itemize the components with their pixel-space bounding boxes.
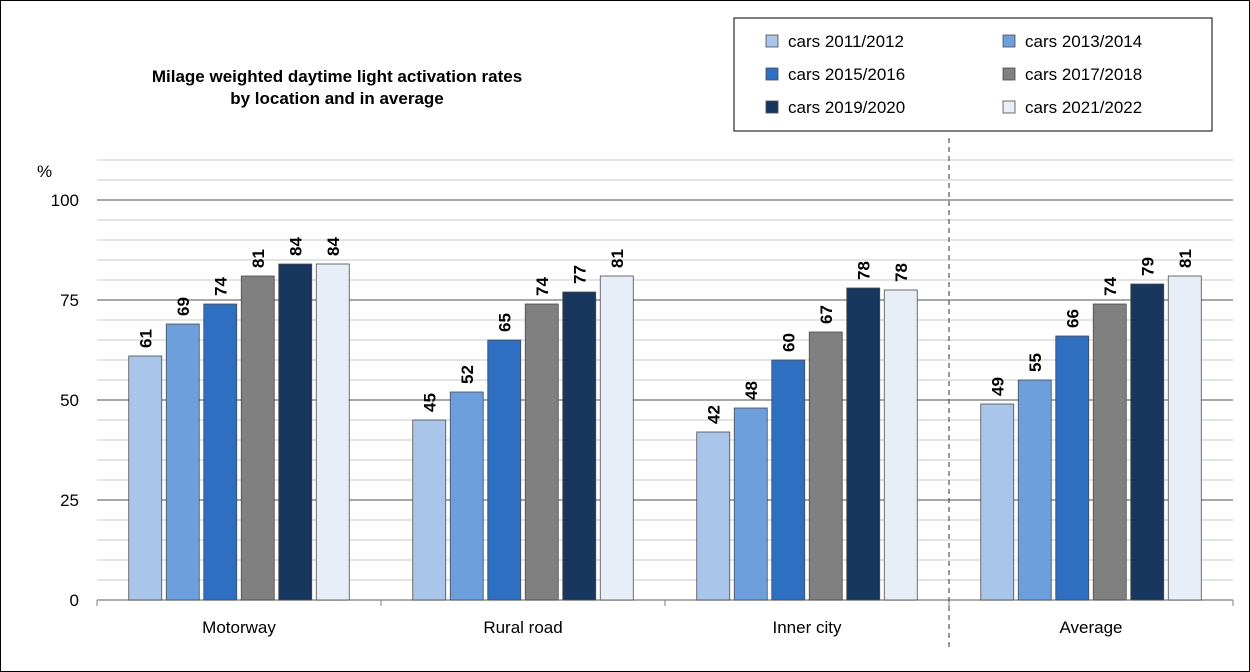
- data-label: 74: [1101, 277, 1120, 296]
- data-label: 74: [211, 277, 230, 296]
- chart-title-line-2: by location and in average: [230, 89, 444, 108]
- legend-box: [733, 17, 1213, 132]
- legend-label: cars 2021/2022: [1025, 98, 1142, 117]
- bar: [846, 287, 881, 601]
- bar: [315, 263, 350, 601]
- y-tick-label: 0: [70, 591, 79, 610]
- bar: [1055, 335, 1090, 601]
- category-label: Average: [1059, 618, 1122, 637]
- data-labels: 61 45 42 49 69 52 48 55 74 65 60 66 81 74 67 74 84 77 78 79…: [136, 237, 1195, 424]
- legend-swatch: [1002, 67, 1016, 81]
- data-label: 66: [1063, 309, 1082, 328]
- data-label: 60: [779, 333, 798, 352]
- bar: [1167, 275, 1202, 601]
- category-label: Motorway: [202, 618, 276, 637]
- y-tick-label: 50: [60, 391, 79, 410]
- bar: [240, 275, 275, 601]
- data-label: 52: [458, 365, 477, 384]
- data-label: 84: [286, 237, 305, 256]
- legend-swatch: [1002, 100, 1016, 114]
- legend-label: cars 2015/2016: [788, 65, 905, 84]
- bar: [524, 303, 559, 601]
- data-label: 74: [533, 277, 552, 296]
- bar: [1017, 379, 1052, 601]
- axes: 0 25 50 75 100 Motorway Rural road Inner city Av…: [51, 138, 1234, 651]
- bar: [128, 355, 163, 601]
- data-label: 55: [1026, 353, 1045, 372]
- bar: [203, 303, 238, 601]
- data-label: 48: [742, 381, 761, 400]
- bar: [980, 403, 1015, 601]
- data-label: 77: [570, 265, 589, 284]
- chart-title-line-1: Milage weighted daytime light activation…: [152, 67, 522, 86]
- category-label: Inner city: [773, 618, 842, 637]
- bar: [449, 391, 484, 601]
- bar: [599, 275, 634, 601]
- legend: cars 2011/2012 cars 2013/2014 cars 2015/20…: [733, 17, 1213, 132]
- bar: [733, 407, 768, 601]
- chart-title: Milage weighted daytime light activation…: [152, 67, 522, 108]
- data-label: 84: [324, 237, 343, 256]
- legend-swatch: [1002, 34, 1016, 48]
- legend-label: cars 2017/2018: [1025, 65, 1142, 84]
- legend-label: cars 2019/2020: [788, 98, 905, 117]
- data-label: 65: [495, 313, 514, 332]
- data-label: 78: [854, 261, 873, 280]
- bar: [1130, 283, 1165, 601]
- bar: [1092, 303, 1127, 601]
- legend-swatch: [765, 67, 779, 81]
- bar: [487, 339, 522, 601]
- data-label: 81: [249, 249, 268, 268]
- data-label: 42: [704, 405, 723, 424]
- data-label: 78: [892, 263, 911, 282]
- data-label: 81: [1176, 249, 1195, 268]
- bar: [165, 323, 200, 601]
- bar: [278, 263, 313, 601]
- data-label: 61: [136, 329, 155, 348]
- legend-swatch: [765, 34, 779, 48]
- legend-label: cars 2011/2012: [788, 32, 904, 51]
- data-label: 79: [1138, 257, 1157, 276]
- bar: [412, 419, 447, 601]
- data-label: 81: [608, 249, 627, 268]
- data-label: 67: [817, 305, 836, 324]
- category-label: Rural road: [483, 618, 562, 637]
- bar: [883, 289, 918, 601]
- bar: [696, 431, 731, 601]
- bars: [128, 263, 1202, 601]
- y-tick-label: 25: [60, 491, 79, 510]
- legend-swatch: [765, 100, 779, 114]
- bar: [562, 291, 597, 601]
- bar: [808, 331, 843, 601]
- y-axis-unit-label: %: [37, 162, 52, 181]
- data-label: 49: [988, 377, 1007, 396]
- data-label: 45: [420, 393, 439, 412]
- bar: [771, 359, 806, 601]
- y-tick-label: 100: [51, 191, 79, 210]
- legend-label: cars 2013/2014: [1025, 32, 1142, 51]
- data-label: 69: [174, 297, 193, 316]
- y-tick-label: 75: [60, 291, 79, 310]
